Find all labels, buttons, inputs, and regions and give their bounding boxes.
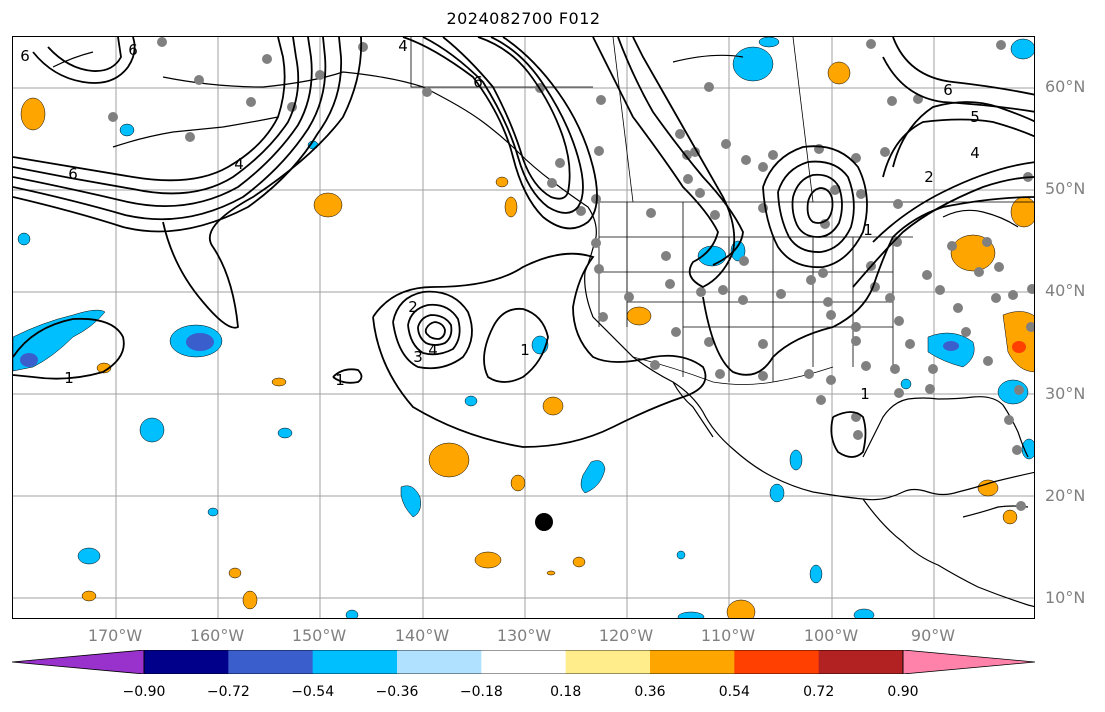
colorbar-segment: [397, 650, 482, 674]
colorbar-tick-label: 0.18: [550, 684, 582, 700]
contour-label: 2: [408, 298, 418, 316]
map-title: 2024082700 F012: [446, 9, 601, 28]
lon-label-140w: 140°W: [394, 626, 450, 645]
contour-label: 1: [520, 341, 530, 359]
contour-label: 4: [398, 37, 408, 55]
colorbar-tick-label: −0.90: [122, 684, 166, 700]
contours: [13, 37, 1034, 458]
lon-label-100w: 100°W: [803, 626, 859, 645]
contour-label: 4: [970, 144, 980, 162]
contour-label: 5: [970, 108, 980, 126]
lat-label-60n: 60°N: [1045, 77, 1086, 96]
colorbar-tick-label: 0.54: [718, 684, 750, 700]
lon-label-150w: 150°W: [291, 626, 347, 645]
storm-marker: [535, 513, 553, 531]
lat-label-20n: 20°N: [1045, 486, 1086, 505]
lon-label-160w: 160°W: [189, 626, 245, 645]
graticule: [13, 37, 1034, 618]
lon-label-120w: 120°W: [598, 626, 654, 645]
anomaly-patches: [13, 37, 1034, 618]
lat-label-10n: 10°N: [1045, 588, 1086, 607]
map-panel: 6 6 6 4 6 4 1 1 3 4 2 1 2 4 6 5 1 1: [12, 36, 1035, 619]
colorbar-tick-label: −0.18: [459, 684, 503, 700]
colorbar-tick-label: −0.54: [291, 684, 335, 700]
colorbar-segment: [818, 650, 904, 674]
contour-label: 1: [860, 385, 870, 403]
contour-label: 6: [68, 165, 78, 183]
contour-labels: 6 6 6 4 6 4 1 1 3 4 2 1 2 4 6 5 1 1: [20, 37, 980, 403]
colorbar-segment: [228, 650, 314, 674]
colorbar-tick-label: 0.90: [887, 684, 919, 700]
colorbar-segment: [650, 650, 735, 674]
station-dots: [108, 37, 1034, 511]
map-canvas: 6 6 6 4 6 4 1 1 3 4 2 1 2 4 6 5 1 1: [13, 37, 1034, 618]
contour-label: 4: [428, 341, 438, 359]
colorbar-segment: [481, 650, 567, 674]
colorbar-tick-label: −0.36: [375, 684, 419, 700]
colorbar-tick-label: −0.72: [206, 684, 250, 700]
contour-label: 6: [128, 41, 138, 59]
contour-label: 6: [20, 47, 30, 65]
lat-label-40n: 40°N: [1045, 281, 1086, 300]
contour-label: 2: [924, 168, 934, 186]
contour-label: 1: [64, 369, 74, 387]
colorbar-tick-label: 0.36: [634, 684, 666, 700]
colorbar: [12, 650, 1035, 674]
lon-label-110w: 110°W: [700, 626, 756, 645]
lon-label-170w: 170°W: [87, 626, 143, 645]
lon-label-90w: 90°W: [910, 626, 956, 645]
colorbar-segment: [144, 650, 229, 674]
colorbar-segment: [734, 650, 820, 674]
borders: [410, 37, 1034, 385]
contour-label: 6: [943, 81, 953, 99]
contour-label: 4: [234, 155, 244, 173]
contour-label: 1: [863, 221, 873, 239]
colorbar-segment: [565, 650, 651, 674]
contour-label: 1: [335, 371, 345, 389]
colorbar-segment: [312, 650, 398, 674]
contour-label: 3: [413, 348, 423, 366]
contour-label: 6: [473, 73, 483, 91]
lat-label-50n: 50°N: [1045, 179, 1086, 198]
colorbar-tick-label: 0.72: [803, 684, 835, 700]
lon-label-130w: 130°W: [496, 626, 552, 645]
lat-label-30n: 30°N: [1045, 384, 1086, 403]
